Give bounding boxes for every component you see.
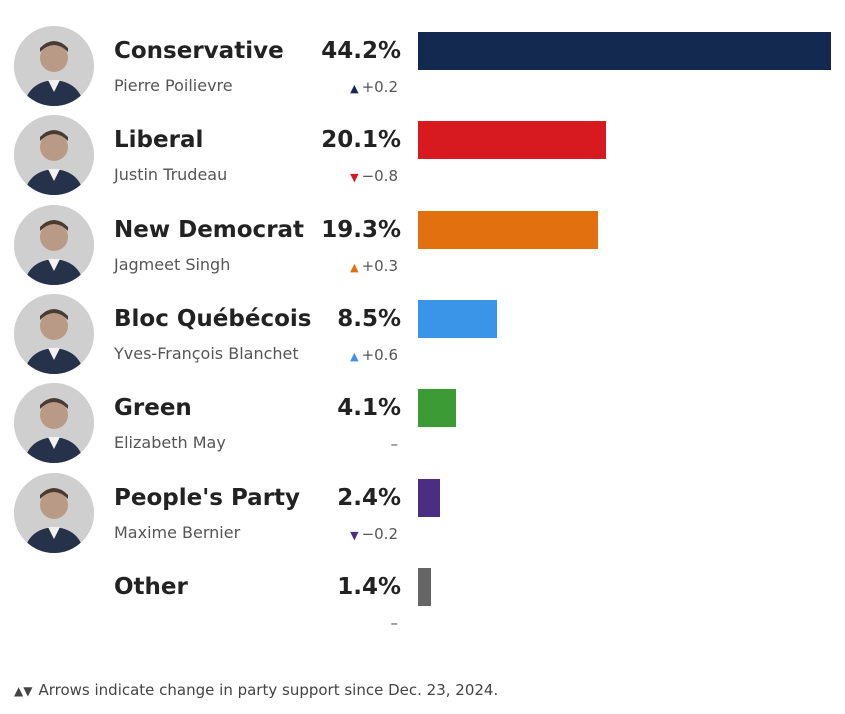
bar-bloc-qu-b-cois [418, 299, 498, 338]
leader-name: Jagmeet Singh [114, 254, 231, 274]
arrow-down-icon: ▼ [350, 171, 359, 185]
party-row: New Democrat Jagmeet Singh 19.3% ▲ +0.3 [0, 181, 845, 285]
party-row: Green Elizabeth May 4.1% – [0, 359, 845, 464]
change-label: – [391, 614, 399, 632]
party-name: New Democrat [114, 216, 305, 243]
change-label: ▼ −0.8 [350, 167, 398, 185]
party-name: Liberal [114, 127, 204, 154]
party-name: Other [114, 573, 188, 600]
bar-track [418, 121, 831, 160]
leader-name: Pierre Poilievre [114, 76, 233, 95]
bar-new-democrat [418, 210, 599, 249]
arrow-up-icon: ▲ [350, 349, 359, 363]
party-row: Liberal Justin Trudeau 20.1% ▼ −0.8 [0, 91, 845, 196]
change-value: +0.2 [361, 78, 398, 96]
bar-track [418, 389, 831, 428]
leader-name: Justin Trudeau [114, 165, 228, 185]
change-value: −0.2 [361, 524, 398, 543]
change-label: ▲ +0.3 [350, 257, 398, 275]
change-value: +0.6 [361, 345, 398, 364]
portrait-svg [14, 115, 94, 196]
arrow-up-icon: ▲ [350, 82, 359, 95]
change-value: −0.8 [361, 167, 398, 186]
portrait-svg [14, 204, 94, 285]
bar-track [418, 478, 831, 517]
party-row: Bloc Québécois Yves-François Blanchet 8.5%… [0, 270, 845, 374]
party-name: Conservative [114, 38, 284, 64]
bar-track [418, 299, 831, 338]
party-name: Green [114, 395, 192, 422]
bar-green [418, 389, 457, 428]
change-label: ▲ +0.2 [350, 78, 398, 96]
arrow-down-icon: ▼ [350, 528, 359, 542]
arrow-up-icon: ▲ [350, 260, 359, 274]
bar-other [418, 567, 432, 606]
change-label: – [391, 435, 399, 453]
arrows-legend-icon: ▲▼ [14, 684, 33, 698]
change-value: +0.3 [361, 256, 398, 275]
leader-name: Yves-François Blanchet [114, 343, 299, 363]
leader-avatar [14, 115, 94, 196]
percent-label: 8.5% [337, 305, 401, 332]
leader-avatar [14, 26, 94, 106]
bar-people-s-party [418, 478, 441, 517]
party-row: Conservative Pierre Poilievre 44.2% ▲ +0.2 [0, 2, 845, 106]
portrait-svg [14, 472, 94, 553]
percent-label: 44.2% [321, 38, 401, 64]
footnote: ▲▼ Arrows indicate change in party suppor… [14, 681, 498, 699]
leader-name: Maxime Bernier [114, 522, 241, 542]
leader-name: Elizabeth May [114, 433, 226, 453]
bar-track [418, 210, 831, 249]
leader-avatar [14, 383, 94, 464]
percent-label: 20.1% [321, 127, 401, 154]
change-value: – [390, 613, 399, 632]
bar-track [418, 567, 831, 606]
party-name: People's Party [114, 484, 301, 511]
change-label: ▼ −0.2 [350, 525, 398, 543]
leader-avatar [14, 472, 94, 553]
leader-avatar [14, 293, 94, 374]
percent-label: 2.4% [337, 484, 401, 511]
leader-avatar [14, 204, 94, 285]
bar-liberal [418, 121, 606, 160]
percent-label: 4.1% [337, 395, 401, 422]
bar-track [418, 32, 831, 70]
portrait-svg [14, 26, 94, 106]
portrait-svg [14, 383, 94, 464]
party-row: People's Party Maxime Bernier 2.4% ▼ −0.2 [0, 449, 845, 553]
percent-label: 1.4% [337, 573, 401, 600]
footnote-text: Arrows indicate change in party support … [38, 681, 499, 699]
portrait-svg [14, 293, 94, 374]
party-name: Bloc Québécois [114, 305, 312, 332]
party-row: Other 1.4% – [0, 538, 845, 632]
change-value: – [390, 435, 399, 454]
percent-label: 19.3% [321, 216, 401, 243]
bar-conservative [418, 32, 831, 70]
change-label: ▲ +0.6 [350, 346, 398, 364]
